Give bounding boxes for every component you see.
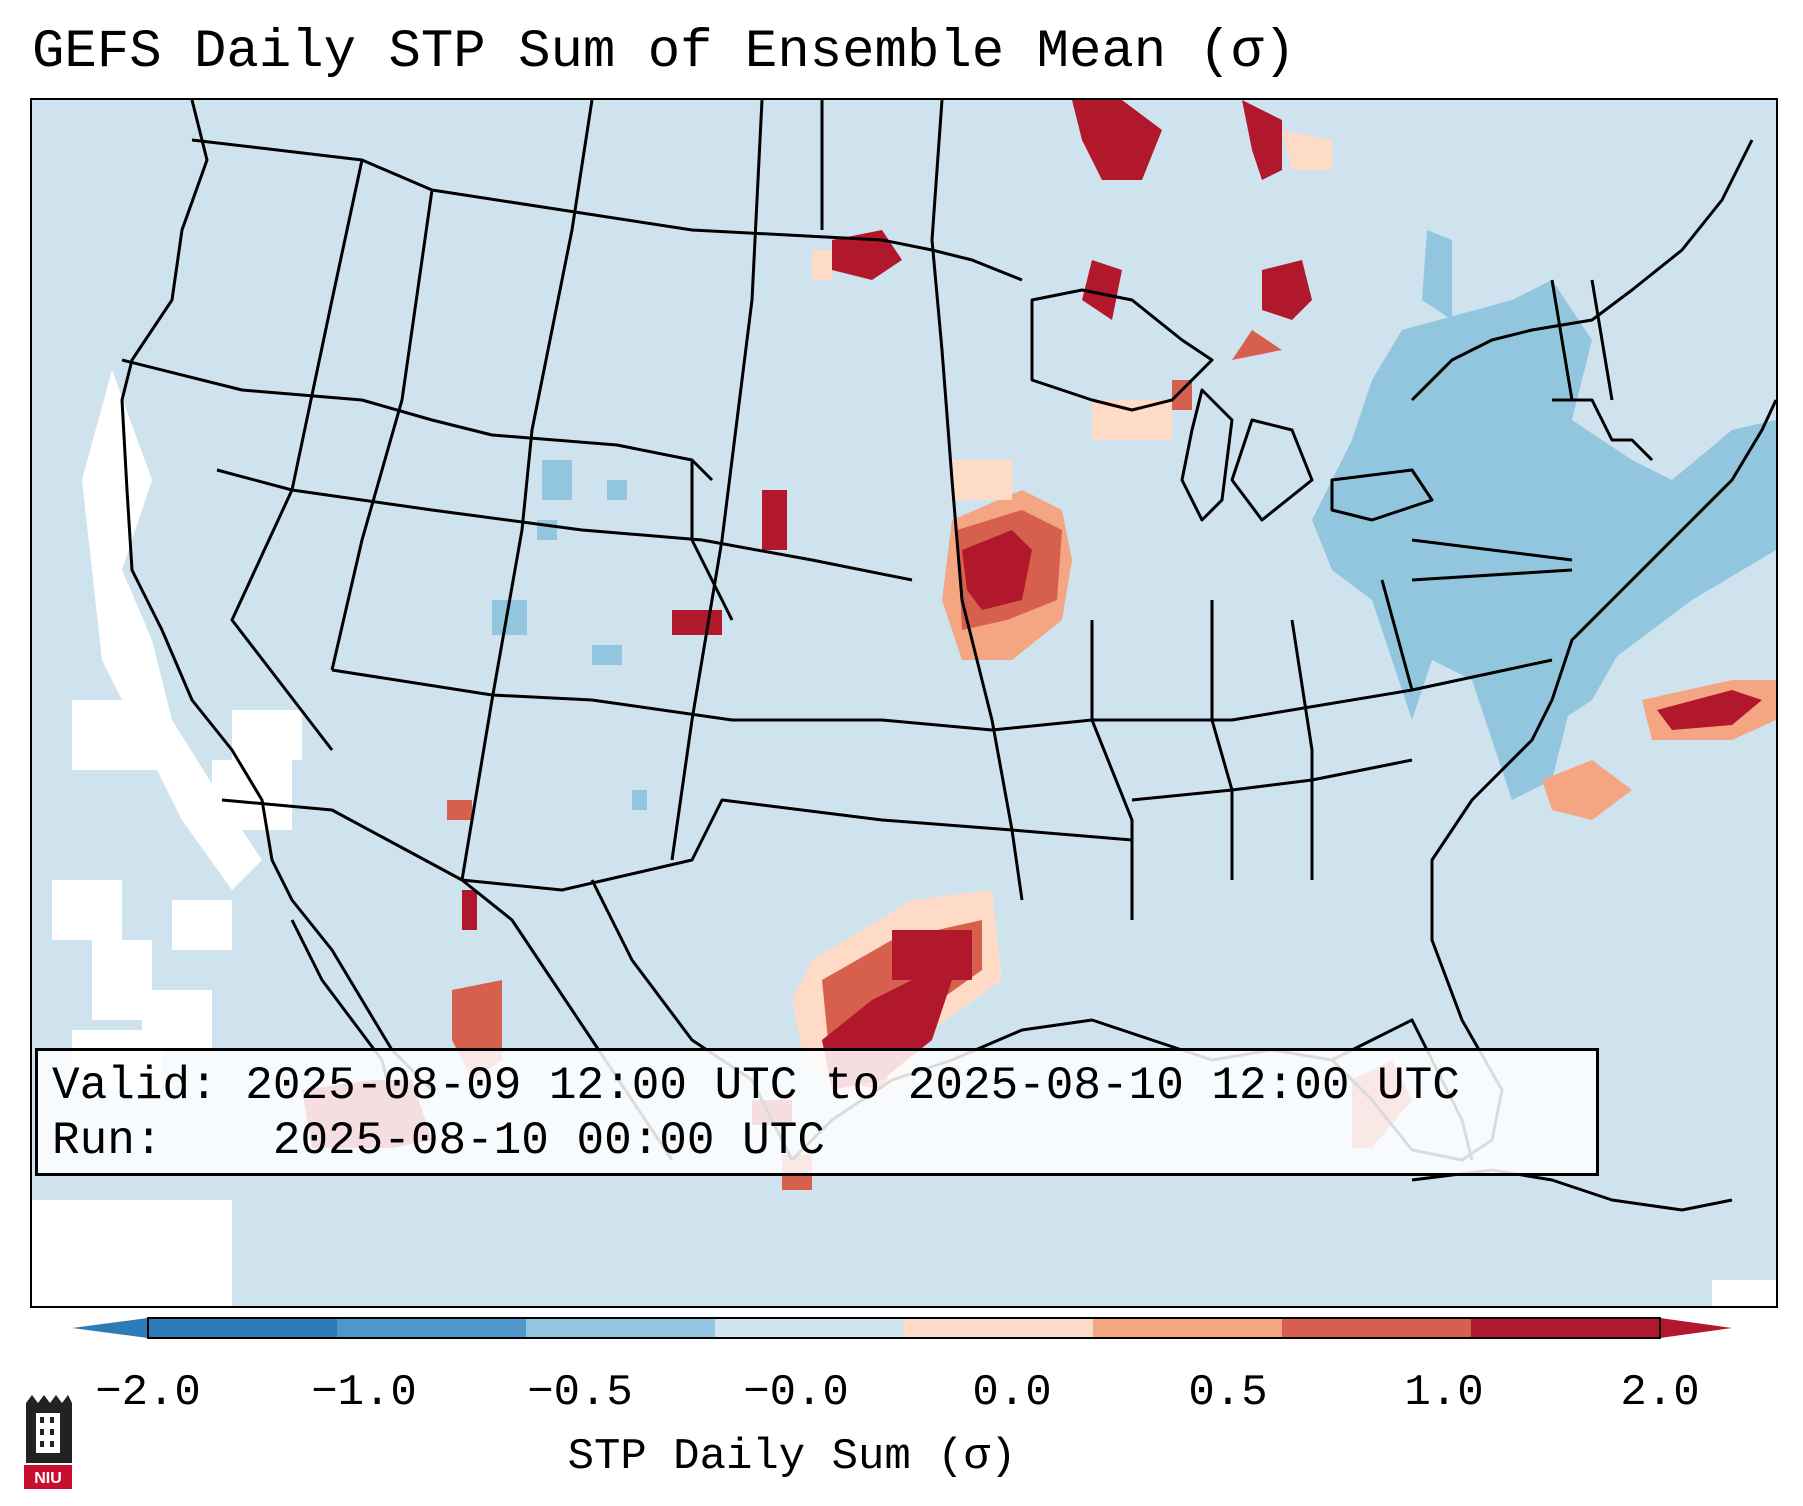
valid-label: Valid: — [52, 1060, 218, 1112]
colorbar-segment — [526, 1318, 716, 1338]
colorbar-segment — [148, 1318, 338, 1338]
colorbar-tick-label: 0.0 — [972, 1368, 1052, 1418]
run-value: 2025-08-10 00:00 UTC — [272, 1115, 825, 1167]
colorbar-segment — [904, 1318, 1094, 1338]
colorbar-extend-low — [72, 1318, 148, 1338]
colorbar-frame — [147, 1317, 1661, 1339]
colorbar-tick-label: −2.0 — [95, 1368, 201, 1418]
run-label: Run: — [52, 1115, 163, 1167]
colorbar-tick-label: 1.0 — [1404, 1368, 1484, 1418]
colorbar-segment — [1282, 1318, 1472, 1338]
colorbar-segment — [337, 1318, 527, 1338]
colorbar-label: STP Daily Sum (σ) — [567, 1432, 1017, 1482]
colorbar-segment — [1471, 1318, 1661, 1338]
map-canvas — [32, 100, 1776, 1306]
colorbar-tick-label: 0.5 — [1188, 1368, 1268, 1418]
state-and-country-borders — [120, 100, 1776, 1212]
colorbar-tick-label: −0.0 — [743, 1368, 849, 1418]
colorbar-segments — [148, 1318, 1661, 1338]
logo-text: NIU — [34, 1470, 62, 1487]
colorbar-tick-label: −0.5 — [527, 1368, 633, 1418]
colorbar-extend-high — [1660, 1318, 1732, 1338]
valid-value: 2025-08-09 12:00 UTC to 2025-08-10 12:00… — [245, 1060, 1460, 1112]
colorbar-tick-label: 2.0 — [1620, 1368, 1700, 1418]
page-title: GEFS Daily STP Sum of Ensemble Mean (σ) — [32, 22, 1296, 83]
negative-anomaly-regions — [492, 230, 1776, 810]
colorbar-segment — [715, 1318, 905, 1338]
colorbar-segment — [1093, 1318, 1283, 1338]
colorbar — [72, 1317, 1732, 1339]
colorbar-tick-label: −1.0 — [311, 1368, 417, 1418]
valid-time-box: Valid: 2025-08-09 12:00 UTC to 2025-08-1… — [35, 1048, 1599, 1176]
niu-logo: NIU — [24, 1395, 72, 1489]
